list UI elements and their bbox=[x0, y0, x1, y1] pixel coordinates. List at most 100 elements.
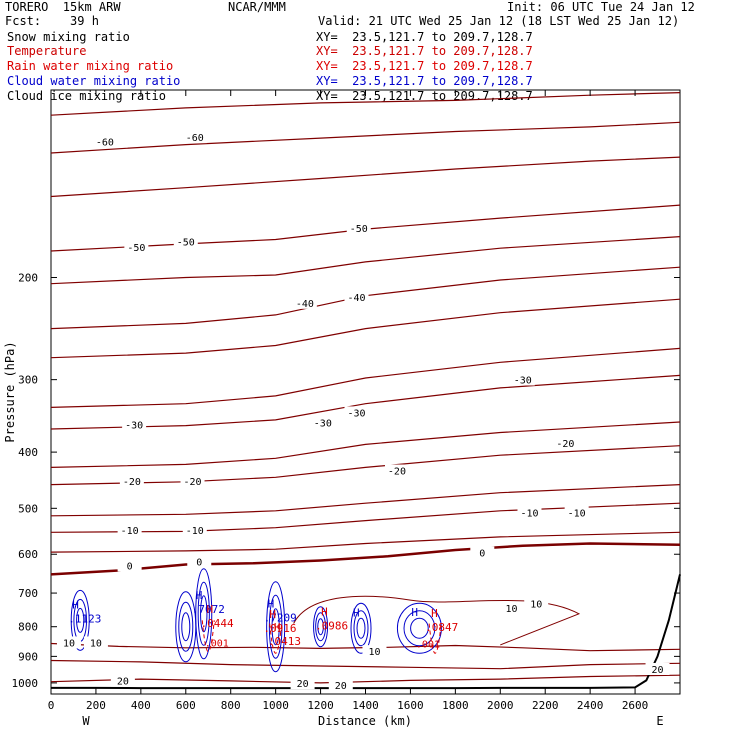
temperature-label-bg bbox=[119, 474, 144, 487]
field-snow-xy: XY= 23.5,121.7 to 209.7,128.7 bbox=[316, 30, 533, 44]
temperature-contour bbox=[50, 674, 681, 684]
temperature-label: -10 bbox=[186, 526, 204, 537]
temperature-label-bg bbox=[124, 241, 149, 254]
axes: 0 200 400 600 800 1000 1200 1400 1600 1800 2000 220… bbox=[12, 90, 680, 712]
field-temperature: Temperature bbox=[7, 44, 87, 58]
x-tick-label: 1200 bbox=[307, 699, 334, 712]
temperature-contour bbox=[50, 445, 681, 486]
temperature-label-bg bbox=[470, 546, 495, 559]
temperature-label: -60 bbox=[186, 133, 204, 144]
temperature-label-bg bbox=[122, 418, 147, 431]
x-tick-label: 200 bbox=[86, 699, 106, 712]
y-tick-label: 1000 bbox=[12, 677, 39, 690]
temperature-label: 10 bbox=[63, 638, 75, 649]
rain-max-h: H bbox=[321, 606, 328, 619]
temperature-contour bbox=[50, 204, 681, 252]
valid-time: Valid: 21 UTC Wed 25 Jan 12 (18 LST Wed … bbox=[318, 14, 680, 28]
temperature-label: -50 bbox=[127, 243, 145, 254]
x-tick-label: 2200 bbox=[532, 699, 559, 712]
terrain-line bbox=[51, 574, 681, 690]
temperature-label: -30 bbox=[314, 418, 332, 429]
rain-max-h: H bbox=[431, 607, 438, 620]
x-tick-label: 1600 bbox=[397, 699, 424, 712]
temperature-label-bg bbox=[510, 373, 535, 386]
temperature-label-bg bbox=[182, 131, 207, 144]
temperature-label-bg bbox=[344, 406, 369, 419]
x-tick-label: 1400 bbox=[352, 699, 379, 712]
temperature-label: -30 bbox=[347, 408, 365, 419]
contour-labels: -60 -60 -50 -50 -50 -40 -40 -30 -30 -30 -30 -20 -20 -… bbox=[56, 131, 670, 692]
temperature-contour bbox=[50, 347, 681, 408]
plot-frame bbox=[50, 89, 681, 695]
cloud-water-contour bbox=[178, 601, 194, 652]
east-endpoint: E bbox=[656, 714, 663, 728]
temperature-label-bg bbox=[344, 291, 369, 304]
rain-max-value: .0847 bbox=[425, 621, 458, 634]
cloud-water-contours bbox=[70, 568, 442, 673]
temperature-label: -50 bbox=[350, 224, 368, 235]
temperature-label: 10 bbox=[90, 638, 102, 649]
rain-max-value: .0444 bbox=[200, 617, 233, 630]
cloud-water-max-value: .7072 bbox=[192, 603, 225, 616]
rain-max-h: H bbox=[269, 608, 276, 621]
cloud-water-max-h: H bbox=[196, 589, 203, 602]
temperature-label-bg bbox=[290, 677, 315, 690]
temperature-label: 0 bbox=[196, 558, 202, 569]
temperature-contour bbox=[50, 266, 681, 330]
x-tick-label: 600 bbox=[176, 699, 196, 712]
temperature-contour bbox=[50, 542, 681, 576]
cloud-water-contour bbox=[271, 608, 280, 646]
temperature-label: -60 bbox=[96, 137, 114, 148]
cloud-water-max-h: H bbox=[72, 599, 79, 612]
cloud-water-contour bbox=[403, 610, 436, 647]
field-cloud-water: Cloud water mixing ratio bbox=[7, 74, 181, 88]
cloud-water-contour bbox=[70, 589, 90, 651]
temperature-label-bg bbox=[173, 235, 198, 248]
y-tick-label: 700 bbox=[18, 587, 38, 600]
field-cloud-ice: Cloud ice mixing ratio bbox=[7, 89, 166, 103]
temperature-label: -20 bbox=[183, 477, 201, 488]
temperature-label-bg bbox=[56, 636, 81, 649]
rain-contour-label: .001 bbox=[416, 639, 440, 650]
y-tick-label: 400 bbox=[18, 446, 38, 459]
model-name: TORERO 15km ARW bbox=[5, 0, 121, 14]
cloud-water-contour bbox=[410, 617, 429, 639]
cloud-water-contour bbox=[266, 581, 286, 673]
temperature-label: 0 bbox=[479, 548, 485, 559]
temperature-label-bg bbox=[564, 506, 589, 519]
temperature-label-bg bbox=[83, 636, 108, 649]
cloud-water-contour bbox=[200, 595, 208, 633]
temperature-label-bg bbox=[92, 135, 117, 148]
temperature-label: -40 bbox=[296, 299, 314, 310]
cloud-water-contour bbox=[268, 594, 283, 659]
terrain bbox=[51, 574, 681, 690]
cloud-water-contour bbox=[315, 612, 326, 642]
x-tick-label: 800 bbox=[221, 699, 241, 712]
x-tick-label: 2000 bbox=[487, 699, 514, 712]
cloud-water-contour bbox=[396, 602, 442, 654]
temperature-label: 10 bbox=[530, 600, 542, 611]
temperature-label-bg bbox=[553, 436, 578, 449]
temperature-label-bg bbox=[384, 464, 409, 477]
field-rain: Rain water mixing ratio bbox=[7, 59, 174, 73]
y-tick-label: 600 bbox=[18, 548, 38, 561]
temperature-contour bbox=[50, 421, 681, 468]
field-snow: Snow mixing ratio bbox=[7, 30, 130, 44]
temperature-label: -20 bbox=[123, 477, 141, 488]
cloud-water-contour bbox=[317, 618, 324, 636]
y-tick-label: 300 bbox=[18, 374, 38, 387]
temperature-label: -20 bbox=[388, 466, 406, 477]
temperature-label-bg bbox=[645, 662, 670, 675]
temperature-contours bbox=[50, 92, 681, 684]
cloud-water-contour bbox=[195, 568, 213, 660]
temperature-label-bg bbox=[328, 678, 353, 691]
x-axis-label: Distance (km) bbox=[318, 714, 412, 728]
temperature-label-bg bbox=[117, 559, 142, 572]
temperature-label: -10 bbox=[568, 508, 586, 519]
x-tick-label: 2400 bbox=[577, 699, 604, 712]
temperature-label: 10 bbox=[368, 647, 380, 658]
temperature-contour bbox=[50, 156, 681, 198]
temperature-label-bg bbox=[346, 222, 371, 235]
temperature-label-bg bbox=[180, 474, 205, 487]
